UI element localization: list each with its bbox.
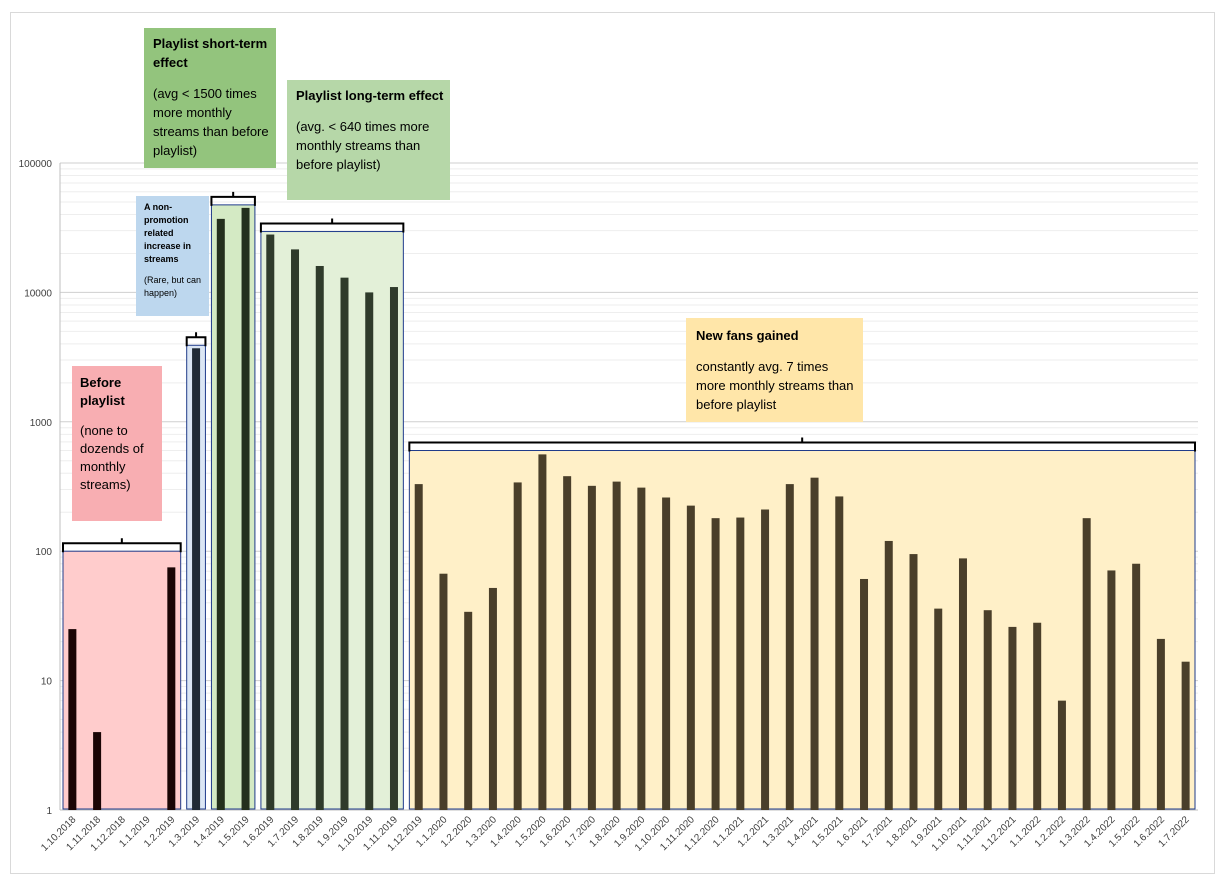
annotation-nonpromo-body: (Rare, but can happen)	[144, 275, 202, 298]
y-tick-label: 1000	[30, 418, 53, 429]
bar-1.11.2018	[93, 732, 102, 810]
chart-frame	[10, 12, 1215, 874]
bar-1.3.2021	[785, 484, 794, 810]
annotation-long-body: (avg. < 640 times more monthly streams t…	[296, 119, 430, 172]
bar-1.10.2021	[958, 558, 967, 810]
bar-1.11.2020	[686, 505, 695, 810]
annotation-non-promotion: A non-promotion related increase in stre…	[136, 196, 209, 316]
bar-1.6.2022	[1156, 638, 1165, 810]
bar-1.6.2021	[860, 578, 869, 810]
y-tick-label: 100000	[19, 159, 53, 170]
bar-1.3.2022	[1082, 518, 1091, 810]
y-tick-label: 1	[46, 806, 52, 817]
bar-1.8.2019	[315, 265, 324, 810]
bar-1.6.2020	[563, 476, 572, 810]
bar-1.7.2022	[1181, 661, 1190, 810]
y-tick-label: 100	[35, 547, 52, 558]
annotation-short-body: (avg < 1500 times more monthly streams t…	[153, 86, 269, 158]
bar-1.8.2020	[612, 481, 621, 810]
annotation-before-body: (none to dozends of monthly streams)	[80, 423, 144, 492]
bar-1.1.2022	[1033, 622, 1042, 810]
bar-1.7.2021	[884, 540, 893, 810]
y-tick-label: 10	[41, 677, 53, 688]
bar-1.10.2020	[662, 497, 671, 810]
bar-1.11.2019	[389, 287, 398, 810]
brace-1	[185, 332, 207, 347]
bar-1.4.2019	[216, 218, 225, 810]
annotation-short-title: Playlist short-term effect	[153, 36, 268, 70]
region-4	[408, 450, 1196, 810]
bar-1.2.2022	[1057, 700, 1066, 810]
annotation-before-title: Before playlist	[80, 375, 125, 408]
annotation-long-term: Playlist long-term effect (avg. < 640 ti…	[287, 80, 450, 200]
brace-2	[210, 191, 256, 206]
bar-1.2.2019	[167, 567, 176, 810]
bar-1.3.2019	[192, 348, 201, 810]
bar-1.7.2019	[291, 249, 300, 811]
bar-1.12.2021	[1008, 626, 1017, 810]
annotation-new-fans: New fans gained constantly avg. 7 times …	[686, 318, 863, 422]
bar-1.5.2022	[1132, 563, 1141, 810]
annotation-before-playlist: Before playlist (none to dozends of mont…	[72, 366, 162, 521]
bar-1.4.2020	[513, 482, 522, 810]
region-0	[62, 550, 182, 810]
bar-1.3.2020	[488, 587, 497, 810]
brace-4	[408, 437, 1196, 452]
bar-1.4.2021	[810, 477, 819, 810]
bar-1.9.2021	[934, 608, 943, 810]
bar-1.2.2020	[464, 611, 473, 810]
annotation-fans-title: New fans gained	[696, 328, 799, 343]
bar-1.8.2021	[909, 554, 918, 810]
bar-1.2.2021	[761, 509, 770, 810]
bar-1.10.2019	[365, 292, 374, 810]
bar-1.9.2020	[637, 487, 646, 810]
bar-1.9.2019	[340, 277, 349, 810]
annotation-short-term: Playlist short-term effect (avg < 1500 t…	[144, 28, 276, 168]
brace-0	[62, 538, 182, 553]
bar-1.12.2020	[711, 518, 720, 810]
brace-3	[259, 218, 405, 233]
bar-1.5.2021	[835, 496, 844, 810]
bar-1.1.2020	[439, 573, 448, 810]
annotation-long-title: Playlist long-term effect	[296, 88, 444, 103]
bar-1.5.2019	[241, 207, 250, 811]
annotation-nonpromo-title: A non-promotion related increase in stre…	[144, 202, 192, 264]
bar-1.7.2020	[587, 485, 596, 810]
bar-1.12.2019	[414, 484, 423, 810]
y-tick-label: 10000	[24, 288, 52, 299]
bar-1.1.2021	[736, 517, 745, 810]
region-3	[260, 231, 404, 810]
bar-1.11.2021	[983, 610, 992, 810]
bar-1.10.2018	[68, 629, 77, 810]
bar-1.4.2022	[1107, 570, 1116, 810]
bar-1.6.2019	[266, 234, 275, 811]
bar-1.5.2020	[538, 454, 547, 810]
annotation-fans-body: constantly avg. 7 times more monthly str…	[696, 359, 854, 412]
